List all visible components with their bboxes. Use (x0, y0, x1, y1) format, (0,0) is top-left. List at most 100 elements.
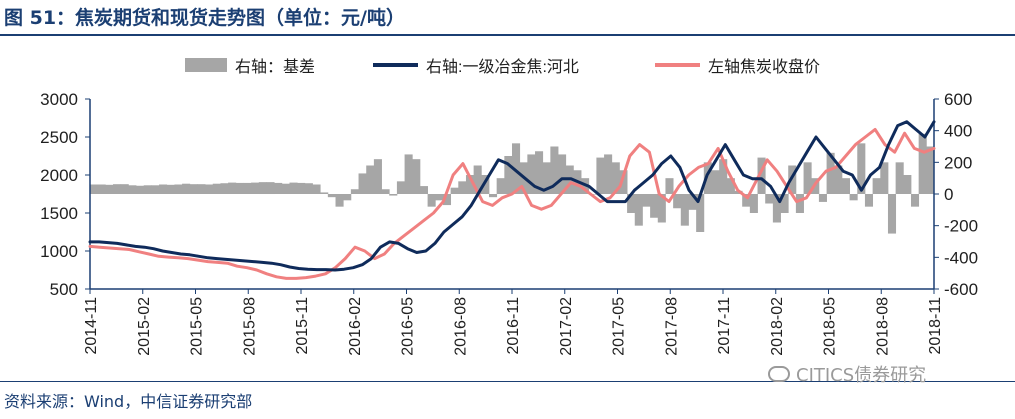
basis-bar (818, 194, 827, 202)
basis-bar (665, 178, 674, 194)
basis-bar (205, 184, 214, 194)
basis-bar (719, 159, 728, 194)
legend-swatch-basis (185, 58, 227, 72)
basis-bar (143, 185, 152, 194)
x-tick-label: 2014-11 (83, 297, 100, 355)
basis-bar (834, 165, 843, 194)
basis-bar (120, 184, 129, 194)
basis-bar (373, 159, 382, 194)
basis-bar (757, 157, 766, 194)
basis-bar (197, 184, 206, 194)
right-tick-label: 0 (944, 185, 953, 204)
right-tick-label: -400 (944, 248, 978, 267)
right-tick-label: -600 (944, 280, 978, 299)
basis-bar (895, 162, 904, 194)
basis-bar (542, 162, 551, 194)
legend-label-basis: 右轴：基差 (235, 58, 315, 76)
x-tick-label: 2017-05 (611, 297, 628, 356)
basis-bar (404, 154, 413, 194)
spot-price-line (88, 120, 936, 272)
basis-bar (235, 182, 244, 194)
basis-bar (703, 162, 712, 194)
basis-bar (258, 182, 267, 195)
basis-bar (419, 186, 428, 194)
basis-bar (304, 183, 313, 194)
basis-bar (136, 185, 145, 194)
basis-bar (611, 162, 620, 194)
basis-bar (765, 194, 774, 204)
x-tick-label: 2017-02 (558, 297, 575, 356)
watermark: CITICS债券研究 (768, 361, 926, 387)
basis-bar (442, 194, 452, 206)
left-tick-label: 2000 (40, 166, 78, 185)
x-tick-label: 2016-05 (400, 297, 417, 356)
basis-bar (780, 194, 789, 213)
basis-bar (795, 194, 804, 213)
basis-bar (880, 162, 889, 194)
basis-bar (550, 146, 559, 194)
legend: 右轴：基差 右轴:一级冶金焦:河北 左轴焦炭收盘价 (185, 57, 820, 76)
x-tick-label: 2016-08 (452, 297, 469, 356)
x-tick-label: 2015-08 (241, 297, 258, 356)
line-series (88, 120, 936, 280)
basis-bar (788, 165, 797, 194)
basis-bar (243, 182, 252, 194)
basis-bar (726, 178, 735, 194)
basis-bar (887, 194, 897, 234)
left-tick-label: 1500 (40, 204, 78, 223)
basis-bar (412, 159, 421, 194)
basis-bar (558, 154, 567, 194)
basis-bar (650, 194, 659, 218)
basis-bar (872, 178, 881, 194)
right-tick-label: 600 (944, 90, 972, 109)
basis-bar (749, 194, 758, 213)
basis-bar (696, 194, 705, 232)
basis-bar (396, 181, 405, 194)
basis-bar (826, 152, 835, 194)
basis-bar (496, 178, 505, 194)
basis-bar (604, 154, 613, 194)
basis-bar (358, 173, 367, 194)
basis-bar (320, 192, 329, 194)
basis-bar (473, 165, 482, 194)
basis-bar (381, 189, 390, 194)
basis-bar (841, 178, 850, 194)
basis-bar (174, 184, 183, 194)
basis-bar (634, 194, 643, 226)
watermark-text: CITICS债券研究 (796, 365, 927, 386)
basis-bar (266, 182, 275, 195)
basis-bar (926, 146, 935, 194)
basis-bar (458, 181, 467, 194)
right-tick-label: -200 (944, 217, 978, 236)
basis-bar (113, 184, 122, 194)
basis-bar (642, 194, 651, 207)
futures-close-line (88, 127, 936, 280)
basis-bar (657, 194, 666, 223)
basis-bar (596, 157, 605, 194)
basis-bar (688, 194, 697, 210)
basis-bar (435, 194, 444, 201)
basis-bar (350, 189, 359, 194)
basis-bar (343, 194, 352, 201)
x-tick-label: 2018-05 (822, 297, 839, 356)
legend-label-spot: 右轴:一级冶金焦:河北 (426, 58, 579, 76)
basis-bar (151, 185, 160, 194)
basis-bar (297, 182, 306, 194)
source-note: 资料来源：Wind，中信证券研究部 (4, 392, 253, 411)
basis-bar (212, 183, 221, 194)
legend-label-futures: 左轴焦炭收盘价 (708, 57, 820, 76)
basis-bar (327, 194, 336, 198)
basis-bar (711, 170, 720, 194)
basis-bar (159, 184, 168, 194)
footer-divider (0, 381, 1015, 382)
wechat-icon (768, 366, 790, 382)
basis-bar (849, 194, 858, 201)
x-tick-label: 2017-08 (663, 297, 680, 356)
basis-bar (918, 133, 927, 194)
basis-bar (535, 151, 544, 194)
x-tick-label: 2015-11 (294, 297, 311, 355)
basis-bar (228, 182, 237, 194)
basis-bar (251, 182, 260, 194)
basis-bar (742, 194, 751, 207)
title-divider (0, 34, 1015, 36)
